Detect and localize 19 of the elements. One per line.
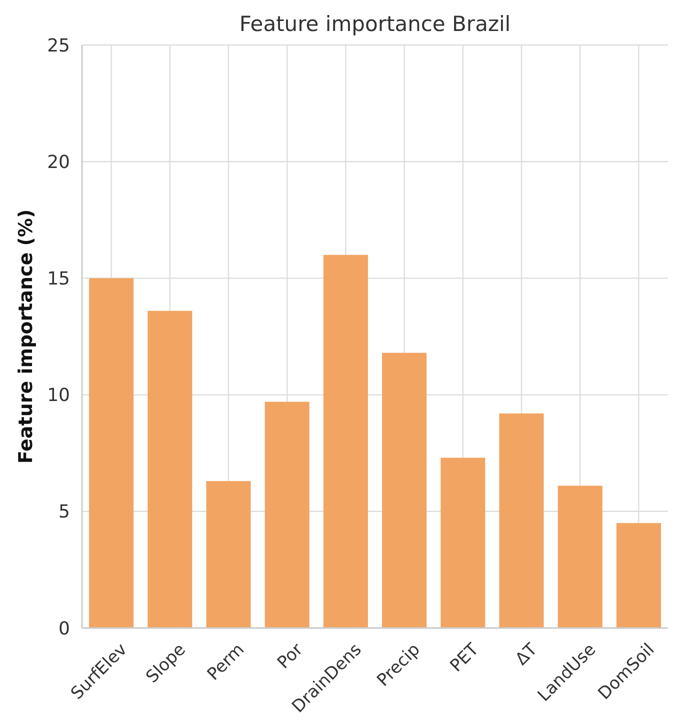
x-tick-label: ΔT (512, 639, 542, 670)
bar (264, 402, 310, 628)
y-tick-label: 15 (47, 268, 70, 290)
bar (440, 458, 486, 628)
bar (382, 352, 427, 628)
y-axis-title: Feature importance (%) (15, 209, 37, 464)
bar (499, 413, 544, 628)
bar (558, 486, 602, 628)
y-tick-label: 5 (58, 502, 70, 523)
y-tick-label: 25 (47, 35, 70, 56)
bar (89, 278, 134, 628)
chart-title: Feature importance Brazil (239, 12, 511, 36)
y-tick-label: 20 (47, 152, 70, 173)
y-tick-label: 0 (58, 618, 70, 640)
y-tick-label: 10 (47, 385, 70, 406)
bar (206, 481, 251, 628)
bar (148, 310, 192, 628)
bar (323, 254, 368, 628)
bar (616, 523, 661, 628)
